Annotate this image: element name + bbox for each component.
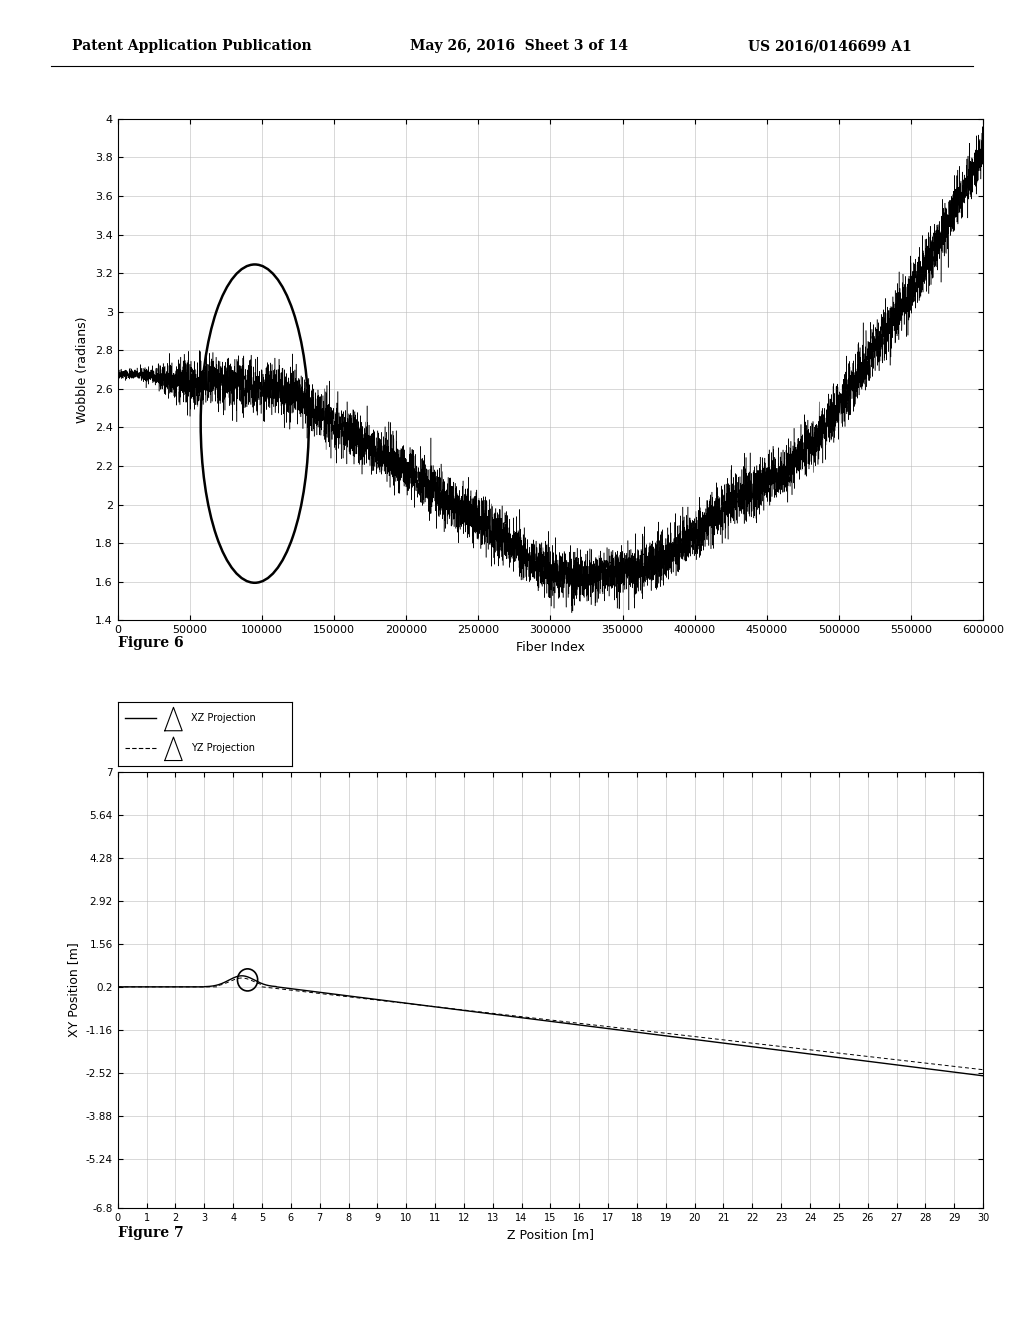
Text: YZ Projection: YZ Projection bbox=[190, 743, 255, 752]
Text: XZ Projection: XZ Projection bbox=[190, 713, 256, 723]
Text: Figure 7: Figure 7 bbox=[118, 1226, 183, 1239]
Text: Figure 6: Figure 6 bbox=[118, 636, 183, 649]
Text: May 26, 2016  Sheet 3 of 14: May 26, 2016 Sheet 3 of 14 bbox=[410, 40, 628, 53]
Y-axis label: XY Position [m]: XY Position [m] bbox=[68, 942, 80, 1038]
Y-axis label: Wobble (radians): Wobble (radians) bbox=[77, 317, 89, 422]
X-axis label: Fiber Index: Fiber Index bbox=[516, 640, 585, 653]
Text: Patent Application Publication: Patent Application Publication bbox=[72, 40, 311, 53]
X-axis label: Z Position [m]: Z Position [m] bbox=[507, 1228, 594, 1241]
Text: US 2016/0146699 A1: US 2016/0146699 A1 bbox=[748, 40, 911, 53]
